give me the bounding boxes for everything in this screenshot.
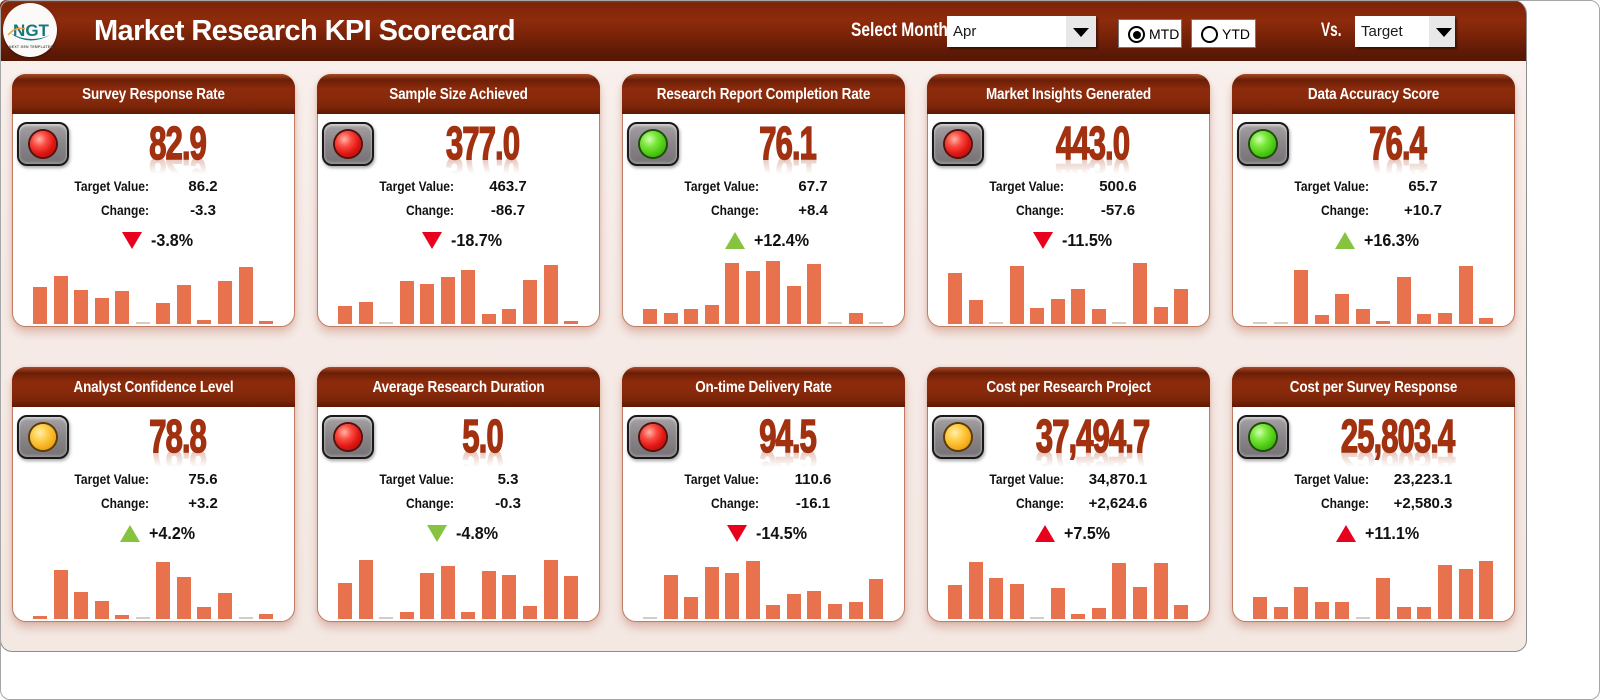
svg-text:NGT: NGT <box>13 21 50 40</box>
svg-text:NEXT GEN TEMPLATES: NEXT GEN TEMPLATES <box>9 45 53 49</box>
